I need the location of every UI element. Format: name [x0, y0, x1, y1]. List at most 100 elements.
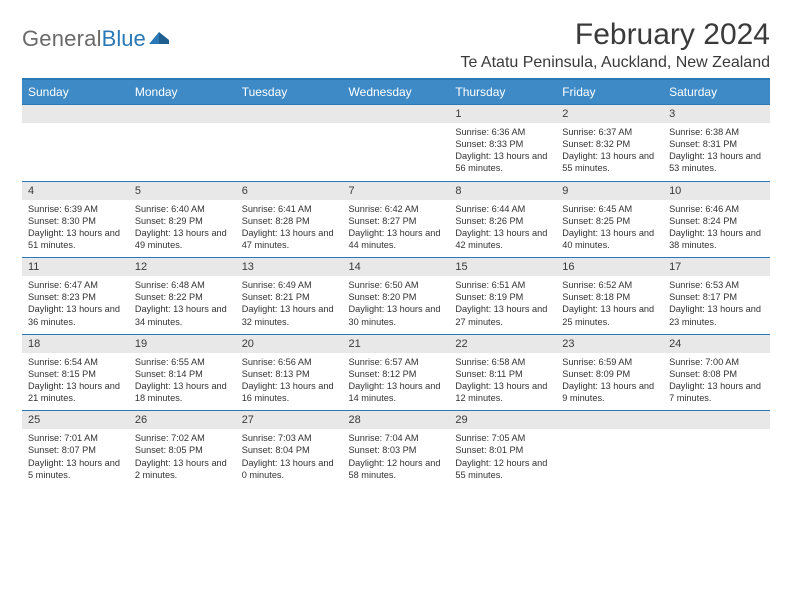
day-content: Sunrise: 6:55 AMSunset: 8:14 PMDaylight:…	[129, 353, 236, 411]
day-number: 25	[22, 411, 129, 429]
day-content: Sunrise: 6:54 AMSunset: 8:15 PMDaylight:…	[22, 353, 129, 411]
day-number-empty	[129, 105, 236, 123]
day-content-empty	[236, 123, 343, 173]
weekday-header-row: Sunday Monday Tuesday Wednesday Thursday…	[22, 79, 770, 105]
day-number: 16	[556, 258, 663, 276]
day-content: Sunrise: 7:05 AMSunset: 8:01 PMDaylight:…	[449, 429, 556, 487]
day-cell: 10Sunrise: 6:46 AMSunset: 8:24 PMDayligh…	[663, 181, 770, 258]
brand-logo: GeneralBlue	[22, 18, 171, 52]
header: GeneralBlue February 2024 Te Atatu Penin…	[22, 18, 770, 72]
calendar-body: 1Sunrise: 6:36 AMSunset: 8:33 PMDaylight…	[22, 105, 770, 487]
day-number: 3	[663, 105, 770, 123]
day-content-empty	[22, 123, 129, 173]
day-cell: 13Sunrise: 6:49 AMSunset: 8:21 PMDayligh…	[236, 258, 343, 335]
day-content: Sunrise: 6:53 AMSunset: 8:17 PMDaylight:…	[663, 276, 770, 334]
day-content: Sunrise: 6:49 AMSunset: 8:21 PMDaylight:…	[236, 276, 343, 334]
day-number: 1	[449, 105, 556, 123]
day-content: Sunrise: 7:02 AMSunset: 8:05 PMDaylight:…	[129, 429, 236, 487]
week-row: 1Sunrise: 6:36 AMSunset: 8:33 PMDaylight…	[22, 105, 770, 182]
weekday-header: Wednesday	[343, 79, 450, 105]
day-number: 28	[343, 411, 450, 429]
weekday-header: Monday	[129, 79, 236, 105]
day-number: 7	[343, 182, 450, 200]
day-content: Sunrise: 6:58 AMSunset: 8:11 PMDaylight:…	[449, 353, 556, 411]
day-cell	[663, 411, 770, 487]
day-cell	[22, 105, 129, 182]
day-content: Sunrise: 7:03 AMSunset: 8:04 PMDaylight:…	[236, 429, 343, 487]
day-cell: 21Sunrise: 6:57 AMSunset: 8:12 PMDayligh…	[343, 334, 450, 411]
day-number: 17	[663, 258, 770, 276]
day-cell: 25Sunrise: 7:01 AMSunset: 8:07 PMDayligh…	[22, 411, 129, 487]
day-cell: 23Sunrise: 6:59 AMSunset: 8:09 PMDayligh…	[556, 334, 663, 411]
day-number: 12	[129, 258, 236, 276]
day-content: Sunrise: 6:48 AMSunset: 8:22 PMDaylight:…	[129, 276, 236, 334]
day-cell	[343, 105, 450, 182]
weekday-header: Sunday	[22, 79, 129, 105]
week-row: 11Sunrise: 6:47 AMSunset: 8:23 PMDayligh…	[22, 258, 770, 335]
day-number: 22	[449, 335, 556, 353]
weekday-header: Thursday	[449, 79, 556, 105]
day-cell: 14Sunrise: 6:50 AMSunset: 8:20 PMDayligh…	[343, 258, 450, 335]
day-cell: 1Sunrise: 6:36 AMSunset: 8:33 PMDaylight…	[449, 105, 556, 182]
day-cell: 12Sunrise: 6:48 AMSunset: 8:22 PMDayligh…	[129, 258, 236, 335]
day-content-empty	[663, 429, 770, 479]
day-number: 8	[449, 182, 556, 200]
day-number: 26	[129, 411, 236, 429]
day-cell: 4Sunrise: 6:39 AMSunset: 8:30 PMDaylight…	[22, 181, 129, 258]
day-content: Sunrise: 6:50 AMSunset: 8:20 PMDaylight:…	[343, 276, 450, 334]
day-cell: 7Sunrise: 6:42 AMSunset: 8:27 PMDaylight…	[343, 181, 450, 258]
day-cell: 3Sunrise: 6:38 AMSunset: 8:31 PMDaylight…	[663, 105, 770, 182]
weekday-header: Tuesday	[236, 79, 343, 105]
week-row: 4Sunrise: 6:39 AMSunset: 8:30 PMDaylight…	[22, 181, 770, 258]
location-subtitle: Te Atatu Peninsula, Auckland, New Zealan…	[460, 54, 770, 72]
week-row: 25Sunrise: 7:01 AMSunset: 8:07 PMDayligh…	[22, 411, 770, 487]
day-content: Sunrise: 6:51 AMSunset: 8:19 PMDaylight:…	[449, 276, 556, 334]
day-number: 23	[556, 335, 663, 353]
day-cell: 8Sunrise: 6:44 AMSunset: 8:26 PMDaylight…	[449, 181, 556, 258]
day-number-empty	[663, 411, 770, 429]
day-number: 19	[129, 335, 236, 353]
day-content: Sunrise: 6:46 AMSunset: 8:24 PMDaylight:…	[663, 200, 770, 258]
month-title: February 2024	[460, 18, 770, 52]
day-number: 9	[556, 182, 663, 200]
day-number-empty	[22, 105, 129, 123]
day-number: 5	[129, 182, 236, 200]
day-content: Sunrise: 6:57 AMSunset: 8:12 PMDaylight:…	[343, 353, 450, 411]
day-cell	[129, 105, 236, 182]
day-cell: 17Sunrise: 6:53 AMSunset: 8:17 PMDayligh…	[663, 258, 770, 335]
day-number-empty	[343, 105, 450, 123]
day-content: Sunrise: 6:52 AMSunset: 8:18 PMDaylight:…	[556, 276, 663, 334]
day-number: 20	[236, 335, 343, 353]
day-cell: 28Sunrise: 7:04 AMSunset: 8:03 PMDayligh…	[343, 411, 450, 487]
day-number: 13	[236, 258, 343, 276]
brand-mark-icon	[149, 26, 171, 52]
day-content: Sunrise: 6:41 AMSunset: 8:28 PMDaylight:…	[236, 200, 343, 258]
day-content: Sunrise: 6:44 AMSunset: 8:26 PMDaylight:…	[449, 200, 556, 258]
day-cell: 24Sunrise: 7:00 AMSunset: 8:08 PMDayligh…	[663, 334, 770, 411]
day-cell: 26Sunrise: 7:02 AMSunset: 8:05 PMDayligh…	[129, 411, 236, 487]
weekday-header: Saturday	[663, 79, 770, 105]
week-row: 18Sunrise: 6:54 AMSunset: 8:15 PMDayligh…	[22, 334, 770, 411]
day-content: Sunrise: 6:56 AMSunset: 8:13 PMDaylight:…	[236, 353, 343, 411]
day-content: Sunrise: 6:42 AMSunset: 8:27 PMDaylight:…	[343, 200, 450, 258]
day-content: Sunrise: 6:36 AMSunset: 8:33 PMDaylight:…	[449, 123, 556, 181]
weekday-header: Friday	[556, 79, 663, 105]
day-number: 4	[22, 182, 129, 200]
day-content-empty	[129, 123, 236, 173]
day-cell: 9Sunrise: 6:45 AMSunset: 8:25 PMDaylight…	[556, 181, 663, 258]
day-number-empty	[556, 411, 663, 429]
day-content: Sunrise: 6:59 AMSunset: 8:09 PMDaylight:…	[556, 353, 663, 411]
day-number: 11	[22, 258, 129, 276]
day-number: 18	[22, 335, 129, 353]
day-cell: 22Sunrise: 6:58 AMSunset: 8:11 PMDayligh…	[449, 334, 556, 411]
day-content: Sunrise: 6:39 AMSunset: 8:30 PMDaylight:…	[22, 200, 129, 258]
day-content: Sunrise: 7:04 AMSunset: 8:03 PMDaylight:…	[343, 429, 450, 487]
day-number: 14	[343, 258, 450, 276]
day-cell: 6Sunrise: 6:41 AMSunset: 8:28 PMDaylight…	[236, 181, 343, 258]
brand-part2: Blue	[102, 26, 146, 52]
day-number: 21	[343, 335, 450, 353]
day-cell: 2Sunrise: 6:37 AMSunset: 8:32 PMDaylight…	[556, 105, 663, 182]
day-cell	[556, 411, 663, 487]
day-cell: 27Sunrise: 7:03 AMSunset: 8:04 PMDayligh…	[236, 411, 343, 487]
day-cell: 20Sunrise: 6:56 AMSunset: 8:13 PMDayligh…	[236, 334, 343, 411]
